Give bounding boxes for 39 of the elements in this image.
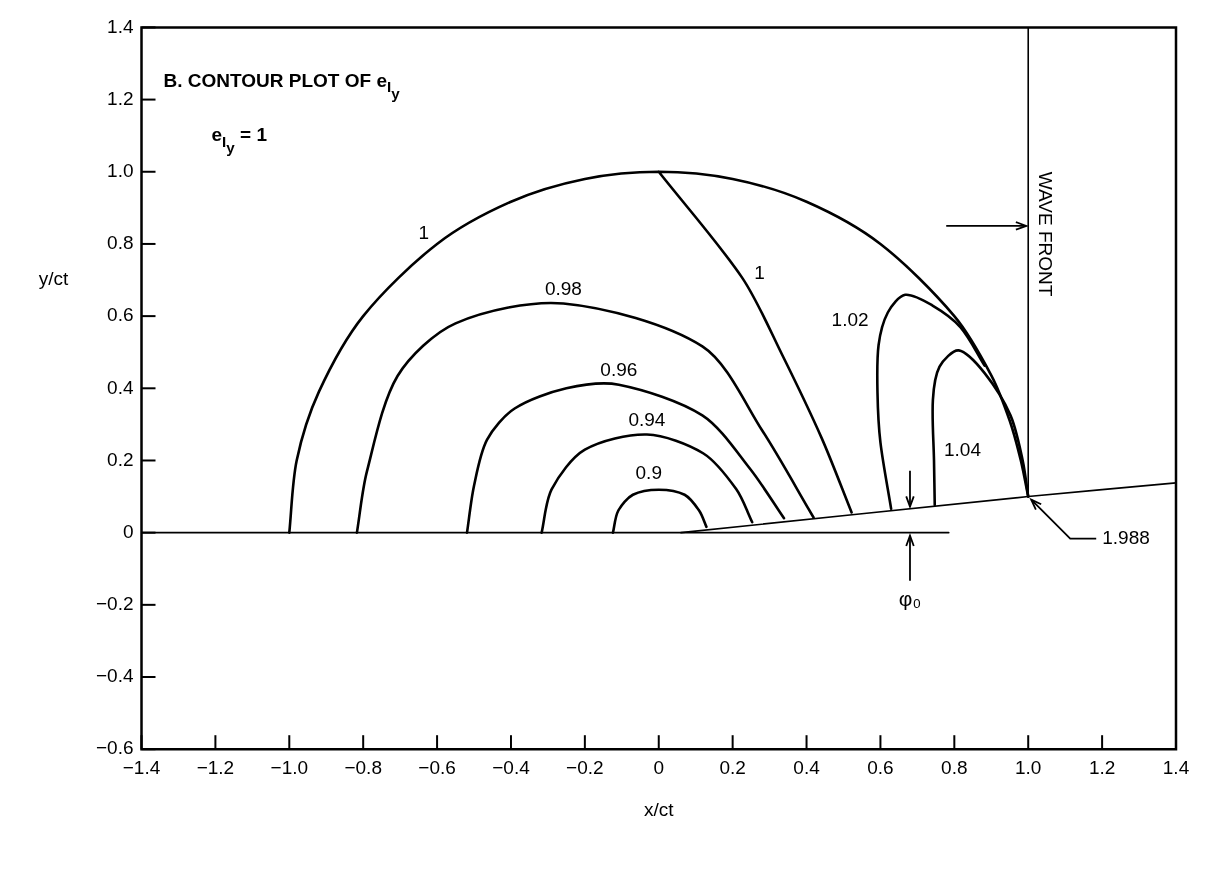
x-tick-label: −1.2 (196, 756, 235, 778)
x-tick-label: −0.8 (344, 756, 382, 778)
y-tick-label: −0.2 (95, 593, 134, 615)
x-tick-label: 0.2 (719, 756, 746, 778)
y-tick-label: 0.8 (107, 232, 134, 254)
text: 1 (754, 262, 765, 284)
y-tick-label: −0.4 (95, 665, 134, 687)
x-axis-title: x/ct (643, 799, 675, 821)
x-tick-label: 1.2 (1088, 756, 1116, 778)
series-label: 0.94 (628, 408, 666, 430)
annotation: WAVE FRONT (1034, 171, 1056, 297)
series-label: 0.9 (635, 461, 662, 483)
series-label: 1.02 (831, 309, 869, 331)
x-tick-label: −0.4 (492, 756, 531, 778)
y-tick-label: 0.2 (107, 448, 134, 470)
annotation: φ₀ (898, 587, 922, 611)
x-tick-label: −1.4 (122, 756, 161, 778)
x-tick-label: 0 (653, 756, 665, 778)
y-tick-label: 0 (122, 520, 134, 542)
x-tick-label: −0.6 (418, 756, 456, 778)
y-axis-title: y/ct (38, 268, 70, 290)
series-label: 0.98 (544, 277, 582, 299)
x-tick-label: 0.6 (867, 756, 894, 778)
x-tick-label: −1.0 (270, 756, 309, 778)
y-tick-label: −0.6 (95, 737, 134, 759)
x-tick-label: 0.8 (941, 756, 968, 778)
y-tick-label: 1.2 (107, 87, 134, 109)
series-label: 0.96 (600, 358, 638, 380)
y-tick-label: 1.0 (107, 159, 134, 181)
y-tick-label: 1.4 (107, 15, 134, 37)
series-label: 1 (418, 222, 430, 244)
x-tick-label: 1.0 (1015, 756, 1042, 778)
y-tick-label: 0.6 (107, 304, 134, 326)
x-tick-label: −0.2 (566, 756, 604, 778)
x-tick-label: 0.4 (793, 756, 821, 778)
series-label: 1.04 (944, 438, 982, 460)
y-tick-label: 0.4 (107, 376, 134, 398)
x-tick-label: 1.4 (1162, 756, 1190, 778)
annotation: 1.988 (1102, 526, 1150, 548)
